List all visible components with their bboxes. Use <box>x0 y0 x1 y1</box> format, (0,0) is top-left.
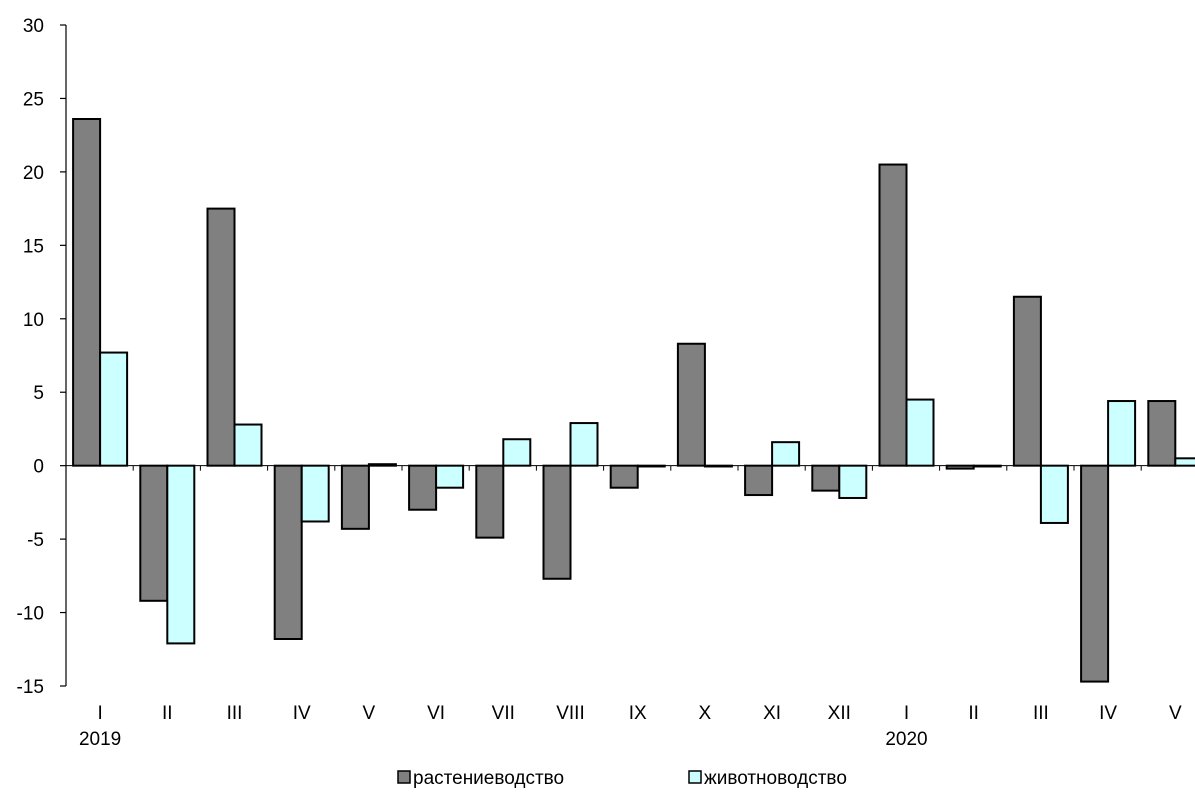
y-axis: 30 25 20 15 10 5 0 -5 -10 -15 <box>17 16 67 698</box>
bar-series-1 <box>273 464 303 640</box>
x-tick-label: XI <box>763 703 781 724</box>
legend-label: растениеводство <box>413 768 564 789</box>
bar-series-1 <box>139 464 169 602</box>
bar-series-1 <box>744 464 774 497</box>
year-label: 2019 <box>79 729 121 750</box>
bar-series-2 <box>1039 464 1069 524</box>
bar-series-2 <box>99 351 129 467</box>
y-tick-label: 0 <box>33 457 44 478</box>
bar-series-1 <box>542 464 572 580</box>
y-tick-label: 25 <box>23 89 44 110</box>
y-tick-label: 15 <box>23 236 44 257</box>
bar-series-1 <box>408 464 438 511</box>
legend-label: животноводство <box>704 768 847 789</box>
x-tick-label: VII <box>492 703 515 724</box>
legend-swatch <box>397 770 411 784</box>
x-tick-label: X <box>699 703 712 724</box>
x-tick-label: I <box>97 703 102 724</box>
bar-series-1 <box>1080 464 1110 683</box>
x-tick-label: II <box>968 703 979 724</box>
year-label: 2020 <box>885 729 927 750</box>
bar-series-2 <box>300 464 330 523</box>
bar-series-2 <box>233 423 263 467</box>
bar-series-2 <box>1174 457 1195 467</box>
bar-series-1 <box>72 118 102 467</box>
bar-series-1 <box>340 464 370 530</box>
bar-series-1 <box>676 342 706 467</box>
y-tick-label: 10 <box>23 310 44 331</box>
y-tick-label: -15 <box>17 677 44 698</box>
bar-series-1 <box>475 464 505 539</box>
bar-series-1 <box>878 163 908 467</box>
x-tick-label: III <box>1033 703 1049 724</box>
y-tick-label: -10 <box>17 604 44 625</box>
y-tick-label: 5 <box>33 383 44 404</box>
bar-series-2 <box>435 464 465 489</box>
x-tick-label: III <box>227 703 243 724</box>
bar-series-2 <box>502 438 532 467</box>
x-tick-label: IX <box>629 703 647 724</box>
bar-series-1 <box>811 464 841 492</box>
bar-series-2 <box>905 398 935 467</box>
x-tick-label: V <box>1169 703 1182 724</box>
bar-series-1 <box>206 207 236 467</box>
y-tick-label: 20 <box>23 163 44 184</box>
legend: растениеводство животноводство <box>397 768 847 789</box>
bar-series-2 <box>569 422 599 467</box>
x-tick-label: IV <box>1099 703 1117 724</box>
x-tick-label: II <box>162 703 173 724</box>
y-tick-label: 30 <box>23 16 44 37</box>
bar-series-2 <box>838 464 868 499</box>
y-tick-label: -5 <box>27 530 44 551</box>
x-tick-label: V <box>363 703 376 724</box>
bar-series-1 <box>1012 295 1042 467</box>
bar-series-2 <box>771 441 801 467</box>
x-tick-label: VI <box>427 703 445 724</box>
bar-series-1 <box>609 464 639 489</box>
bars <box>72 118 1195 683</box>
x-tick-label: IV <box>293 703 311 724</box>
legend-swatch <box>688 770 702 784</box>
x-tick-label: XII <box>828 703 851 724</box>
x-tick-label: I <box>904 703 909 724</box>
bar-series-1 <box>1147 400 1177 467</box>
bar-series-2 <box>166 464 196 645</box>
bar-series-2 <box>1107 400 1137 467</box>
x-tick-label: VIII <box>556 703 585 724</box>
